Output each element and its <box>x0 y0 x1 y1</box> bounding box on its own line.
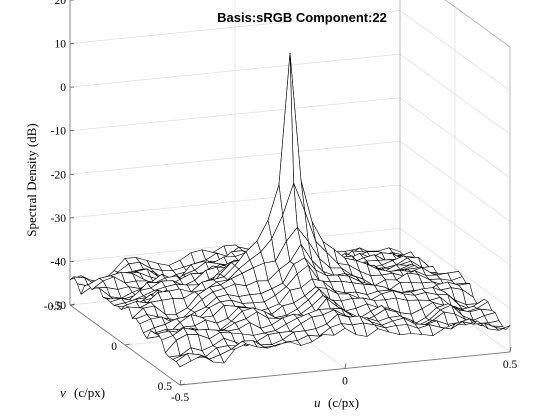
y-tick-label: 0 <box>111 341 117 353</box>
z-tick-label: 0 <box>60 82 66 94</box>
y-tick-mark <box>179 383 186 386</box>
y-tick-mark <box>124 343 131 346</box>
z-tick-label: -30 <box>51 213 67 225</box>
axes-box <box>69 0 512 386</box>
box-edge <box>444 0 511 48</box>
x-tick-mark <box>509 346 512 353</box>
z-tick-label: -40 <box>51 256 67 268</box>
x-axis-label: u (c/px) <box>314 395 359 410</box>
x-tick-label: 0 <box>342 376 348 388</box>
z-tick-label: -50 <box>51 300 67 312</box>
z-tick-label: 20 <box>55 0 67 7</box>
x-axis-label-unit: (c/px) <box>328 395 359 410</box>
y-axis-label-unit: (c/px) <box>74 385 105 400</box>
surface-mesh <box>69 52 511 368</box>
y-tick-label: -0.5 <box>44 301 62 313</box>
z-axis-label: Spectral Density (dB) <box>24 123 39 236</box>
x-axis-label-var: u <box>314 395 321 410</box>
z-tick-label: -20 <box>51 169 67 181</box>
x-tick-label: 0.5 <box>503 359 518 371</box>
z-tick-label: -10 <box>51 126 67 138</box>
x-tick-mark <box>344 363 347 369</box>
y-tick-label: 0.5 <box>158 381 173 393</box>
y-tick-mark <box>69 303 76 306</box>
y-axis-label-var: v <box>60 385 66 400</box>
y-axis-label: v (c/px) <box>60 385 105 400</box>
x-tick-mark <box>179 379 182 386</box>
z-tick-label: 10 <box>55 39 67 51</box>
surface-cell <box>176 353 192 368</box>
chart-title: Basis:sRGB Component:22 <box>217 10 387 25</box>
x-tick-label: -0.5 <box>171 392 189 404</box>
